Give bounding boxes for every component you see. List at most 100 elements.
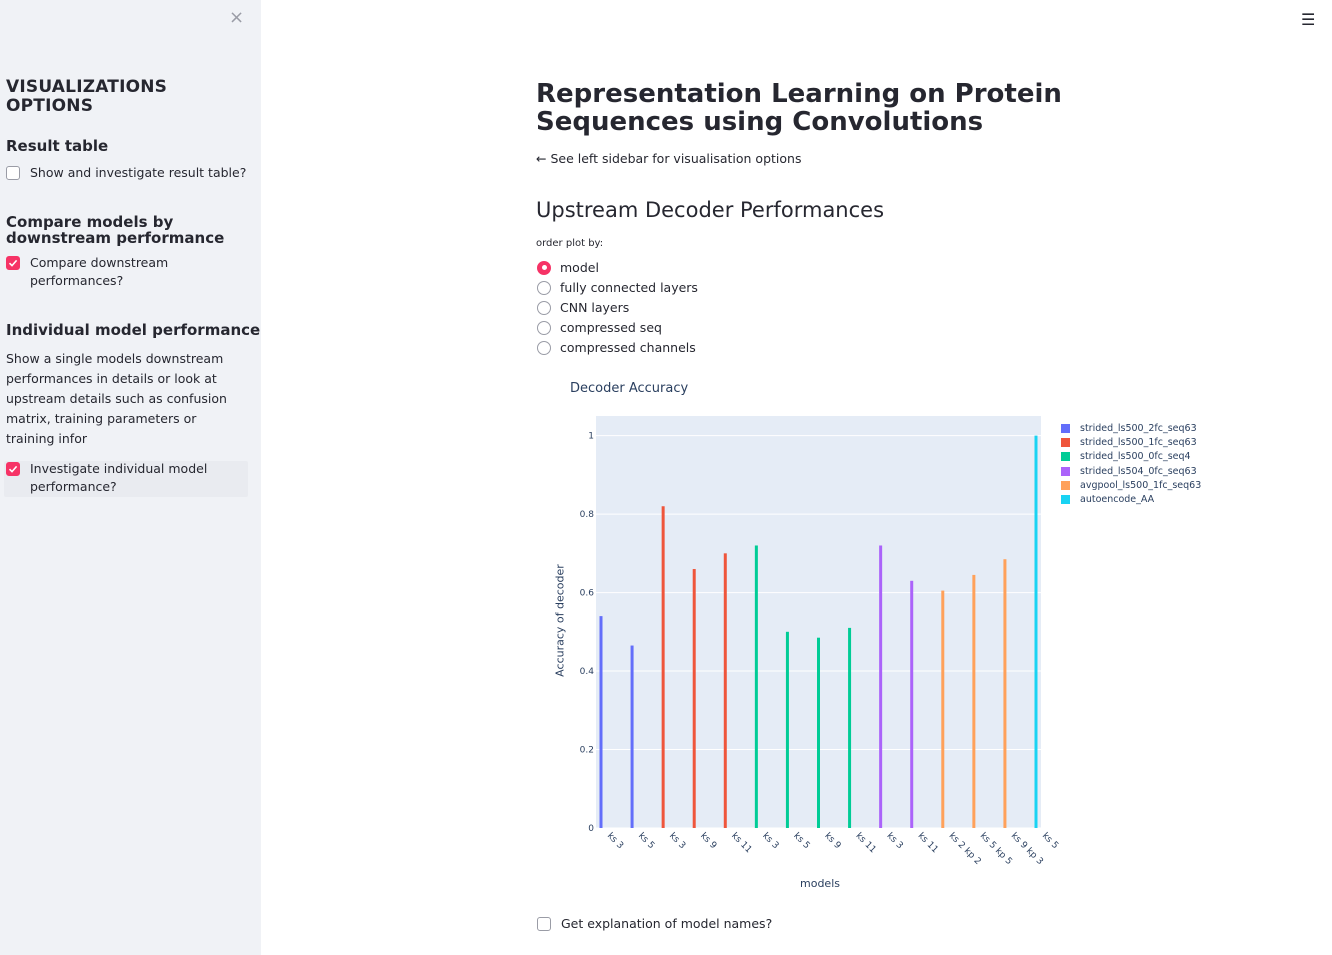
- result-table-checkbox[interactable]: [6, 166, 20, 180]
- x-tick-label: ks 5 kp 5: [978, 831, 1014, 867]
- individual-checkbox-highlight: [4, 461, 248, 497]
- radio-option-compressed-channels[interactable]: compressed channels: [537, 340, 696, 355]
- individual-checkbox-row[interactable]: Investigate individual model performance…: [6, 460, 210, 496]
- radio-label[interactable]: compressed seq: [560, 320, 662, 335]
- bar[interactable]: [848, 627, 852, 828]
- compare-checkbox[interactable]: [6, 256, 20, 270]
- legend-label: strided_ls500_2fc_seq63: [1080, 422, 1197, 434]
- x-tick-label: ks 11: [729, 831, 753, 855]
- x-tick-label: ks 2 kp 2: [947, 831, 983, 867]
- x-tick-label: ks 9 kp 3: [1009, 831, 1045, 867]
- x-tick-label: ks 5: [636, 831, 656, 851]
- bar[interactable]: [910, 580, 914, 828]
- radio-label[interactable]: CNN layers: [560, 300, 630, 315]
- explain-names-checkbox-label[interactable]: Get explanation of model names?: [561, 916, 773, 931]
- radio-option-cnn-layers[interactable]: CNN layers: [537, 300, 629, 315]
- bar[interactable]: [754, 545, 758, 828]
- hamburger-menu-icon[interactable]: ☰: [1301, 10, 1316, 29]
- radio-button[interactable]: [537, 320, 551, 335]
- x-tick-label: ks 3: [885, 831, 905, 851]
- legend-label: strided_ls500_0fc_seq4: [1080, 451, 1191, 463]
- bar[interactable]: [599, 616, 603, 828]
- legend-swatch: [1061, 495, 1070, 505]
- individual-heading: Individual model performance: [6, 321, 261, 339]
- legend-swatch: [1061, 452, 1070, 462]
- legend-label: autoencode_AA: [1080, 494, 1155, 506]
- x-tick-label: ks 9: [822, 831, 842, 851]
- result-table-checkbox-label[interactable]: Show and investigate result table?: [30, 165, 247, 180]
- bar[interactable]: [723, 553, 727, 828]
- checkmark-icon: [8, 259, 18, 267]
- compare-checkbox-row[interactable]: Compare downstream performances?: [6, 254, 190, 290]
- radio-option-model[interactable]: model: [537, 260, 599, 275]
- radio-button[interactable]: [537, 340, 551, 355]
- y-tick-label: 0.6: [580, 589, 595, 599]
- x-tick-label: ks 9: [698, 831, 718, 851]
- radio-option-fully-connected-layers[interactable]: fully connected layers: [537, 280, 698, 295]
- explain-names-checkbox[interactable]: [537, 917, 551, 931]
- compare-checkbox-label[interactable]: Compare downstream performances?: [30, 255, 169, 288]
- legend-swatch: [1061, 480, 1070, 490]
- bar[interactable]: [785, 631, 789, 828]
- legend-label: strided_ls504_0fc_seq63: [1080, 465, 1197, 477]
- x-tick-label: ks 11: [853, 831, 877, 855]
- bar[interactable]: [817, 637, 820, 828]
- radio-label[interactable]: model: [560, 260, 599, 275]
- section-subheader: Upstream Decoder Performances: [536, 198, 885, 222]
- radio-button[interactable]: [537, 260, 551, 275]
- bar[interactable]: [1034, 435, 1038, 828]
- individual-checkbox[interactable]: [6, 462, 20, 476]
- decoder-accuracy-chart: 0 0.2 0.4 0.6 0.8 1 ks 3 ks 5 ks 3 ks 9 ks 11 ks 3 k…: [580, 416, 1060, 867]
- bar[interactable]: [972, 574, 976, 828]
- sidebar: × VISUALIZATIONS OPTIONS Result table Sh…: [0, 0, 261, 955]
- x-axis-label: models: [800, 877, 840, 890]
- legend-label: avgpool_ls500_1fc_seq63: [1080, 479, 1202, 491]
- bar[interactable]: [1003, 559, 1007, 828]
- radio-button[interactable]: [537, 280, 551, 295]
- bar[interactable]: [661, 506, 665, 828]
- y-tick-label: 1: [588, 432, 594, 442]
- legend-swatch: [1061, 466, 1070, 476]
- radio-option-compressed-seq[interactable]: compressed seq: [537, 320, 662, 335]
- y-tick-label: 0.8: [580, 510, 595, 520]
- order-caption: order plot by:: [536, 238, 604, 249]
- legend-item[interactable]: avgpool_ls500_1fc_seq63: [1061, 478, 1201, 492]
- chart-title: Decoder Accuracy: [570, 381, 689, 396]
- x-tick-label: ks 3: [760, 831, 780, 851]
- y-tick-label: 0.4: [580, 667, 595, 677]
- explain-names-checkbox-row[interactable]: Get explanation of model names?: [537, 915, 772, 933]
- y-tick-label: 0.2: [580, 746, 594, 756]
- x-tick-label: ks 5: [791, 831, 811, 851]
- page-title: Representation Learning on Protein Seque…: [536, 79, 1062, 137]
- legend-item[interactable]: strided_ls500_0fc_seq4: [1061, 450, 1201, 464]
- legend-item[interactable]: strided_ls500_2fc_seq63: [1061, 421, 1201, 435]
- bar[interactable]: [879, 545, 883, 828]
- individual-description: Show a single models downstream performa…: [6, 351, 227, 446]
- compare-heading: Compare models by downstream performance: [6, 213, 225, 247]
- individual-checkbox-label[interactable]: Investigate individual model performance…: [30, 461, 208, 494]
- result-table-heading: Result table: [6, 137, 109, 155]
- radio-button[interactable]: [537, 300, 551, 315]
- legend-label: strided_ls500_1fc_seq63: [1080, 436, 1197, 448]
- legend-item[interactable]: strided_ls500_1fc_seq63: [1061, 435, 1201, 449]
- chart-legend: strided_ls500_2fc_seq63 strided_ls500_1fc…: [1061, 421, 1201, 507]
- bar[interactable]: [941, 590, 945, 828]
- x-tick-label: ks 3: [605, 831, 625, 851]
- sidebar-title: VISUALIZATIONS OPTIONS: [6, 77, 168, 116]
- radio-label[interactable]: fully connected layers: [560, 280, 698, 295]
- checkmark-icon: [8, 465, 18, 473]
- sidebar-hint: ← See left sidebar for visualisation opt…: [536, 151, 802, 166]
- legend-swatch: [1061, 423, 1070, 433]
- x-tick-label: ks 5: [1040, 831, 1060, 851]
- legend-item[interactable]: strided_ls504_0fc_seq63: [1061, 464, 1201, 478]
- result-table-checkbox-row[interactable]: Show and investigate result table?: [6, 164, 246, 182]
- y-tick-label: 0: [588, 824, 594, 834]
- bar[interactable]: [692, 569, 696, 828]
- x-tick-label: ks 3: [667, 831, 687, 851]
- bar[interactable]: [630, 645, 634, 828]
- close-sidebar-icon[interactable]: ×: [229, 7, 245, 28]
- legend-item[interactable]: autoencode_AA: [1061, 492, 1201, 506]
- legend-swatch: [1061, 437, 1070, 447]
- radio-label[interactable]: compressed channels: [560, 340, 696, 355]
- x-tick-label: ks 11: [916, 831, 940, 855]
